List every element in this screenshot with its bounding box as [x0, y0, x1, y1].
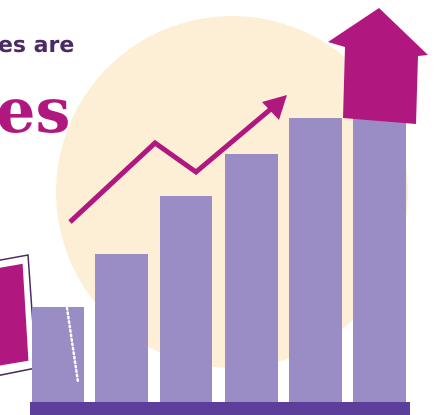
headline-line2: es	[0, 74, 70, 147]
bar	[32, 307, 84, 402]
bars	[32, 80, 406, 402]
bar	[160, 196, 212, 402]
headline-line1: es are	[0, 33, 74, 58]
bar	[225, 154, 278, 402]
base-line	[30, 402, 410, 415]
dotted-line	[65, 306, 80, 384]
bar	[289, 118, 342, 402]
bar	[95, 254, 148, 402]
house-icon	[328, 8, 428, 124]
bar	[353, 80, 406, 402]
card	[0, 254, 37, 376]
trend-arrow	[68, 95, 287, 224]
